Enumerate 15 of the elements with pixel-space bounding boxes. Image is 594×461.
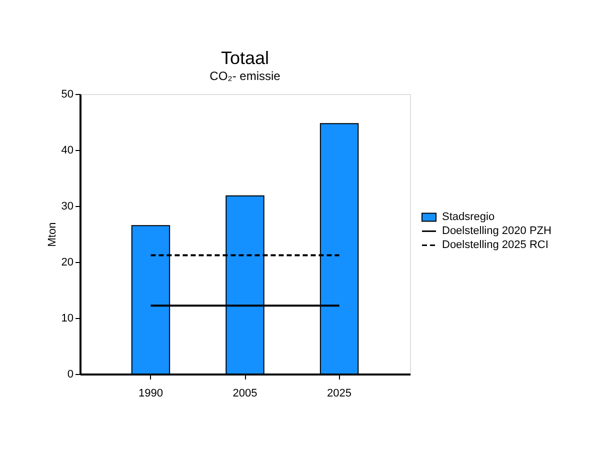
- x-tick-label: 2025: [327, 388, 352, 400]
- x-tick-label: 1990: [138, 388, 163, 400]
- x-tick-label: 2005: [232, 388, 258, 400]
- legend-label: Doelstelling 2025 RCI: [442, 239, 548, 252]
- y-tick-label: 0: [67, 368, 74, 380]
- y-tick-label: 50: [61, 88, 74, 100]
- y-tick-label: 10: [61, 312, 74, 324]
- y-tick-label: 40: [61, 144, 74, 156]
- chart-subtitle: CO₂- emissie: [210, 69, 281, 83]
- y-tick-label: 20: [61, 256, 74, 268]
- legend-label: Stadsregio: [442, 211, 495, 224]
- y-tick-label: 30: [61, 200, 74, 212]
- y-axis-title: Mton: [46, 222, 58, 247]
- legend-label: Doelstelling 2020 PZH: [442, 225, 552, 238]
- chart-title: Totaal: [220, 48, 270, 68]
